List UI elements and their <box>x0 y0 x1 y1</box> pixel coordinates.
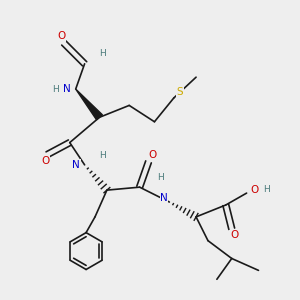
Text: H: H <box>99 49 106 58</box>
Text: N: N <box>72 160 80 170</box>
Text: S: S <box>176 87 183 97</box>
Text: H: H <box>263 185 270 194</box>
Text: O: O <box>41 156 49 166</box>
Text: H: H <box>99 151 106 160</box>
Text: O: O <box>251 184 259 194</box>
Text: H: H <box>52 85 59 94</box>
Text: O: O <box>149 150 157 161</box>
Text: N: N <box>160 193 168 202</box>
Polygon shape <box>76 89 102 120</box>
Text: O: O <box>57 32 66 41</box>
Text: N: N <box>64 84 71 94</box>
Text: O: O <box>230 230 238 240</box>
Text: H: H <box>158 173 164 182</box>
